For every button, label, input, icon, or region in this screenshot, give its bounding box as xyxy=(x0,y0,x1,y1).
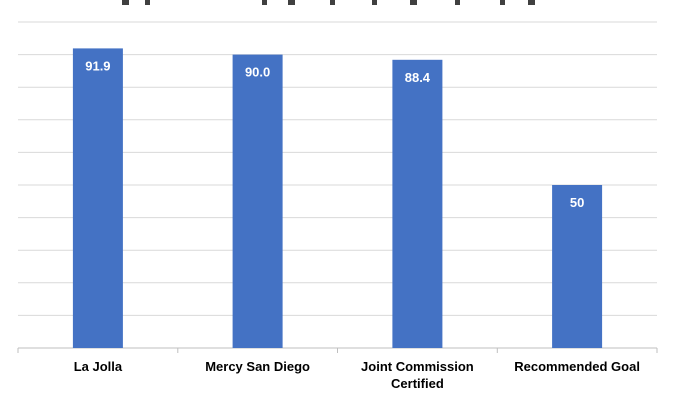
title-fragment-mark xyxy=(455,0,460,5)
category-label: Joint Commission Certified xyxy=(361,359,474,391)
category-labels: La Jolla Mercy San Diego Joint Commission C… xyxy=(74,359,640,391)
data-label: 90.0 xyxy=(245,65,270,80)
title-fragment-mark xyxy=(500,0,505,5)
title-fragment-mark xyxy=(262,0,267,5)
category-label-line: Mercy San Diego xyxy=(205,359,310,374)
bars xyxy=(72,48,603,349)
bar xyxy=(392,59,443,349)
x-axis xyxy=(17,347,658,353)
title-fragment-mark xyxy=(288,0,295,5)
category-label-line: La Jolla xyxy=(74,359,123,374)
bar xyxy=(72,48,123,349)
data-label: 88.4 xyxy=(405,70,431,85)
bar xyxy=(232,54,283,348)
bar xyxy=(552,185,603,348)
category-label: Recommended Goal xyxy=(514,359,640,374)
gridlines xyxy=(18,21,657,316)
chart-title-fragment xyxy=(122,0,535,5)
title-fragment-mark xyxy=(410,0,417,5)
title-fragment-mark xyxy=(330,0,335,5)
title-fragment-mark xyxy=(372,0,377,5)
data-labels: 91.9 90.0 88.4 50 xyxy=(85,58,584,210)
title-fragment-mark xyxy=(145,0,150,5)
data-label: 50 xyxy=(570,195,584,210)
category-label: La Jolla xyxy=(74,359,123,374)
title-fragment-mark xyxy=(528,0,535,5)
category-label-line: Joint Commission xyxy=(361,359,474,374)
data-label: 91.9 xyxy=(85,58,110,73)
category-label: Mercy San Diego xyxy=(205,359,310,374)
category-label-line: Certified xyxy=(391,376,444,391)
title-fragment-mark xyxy=(122,0,129,5)
category-label-line: Recommended Goal xyxy=(514,359,640,374)
